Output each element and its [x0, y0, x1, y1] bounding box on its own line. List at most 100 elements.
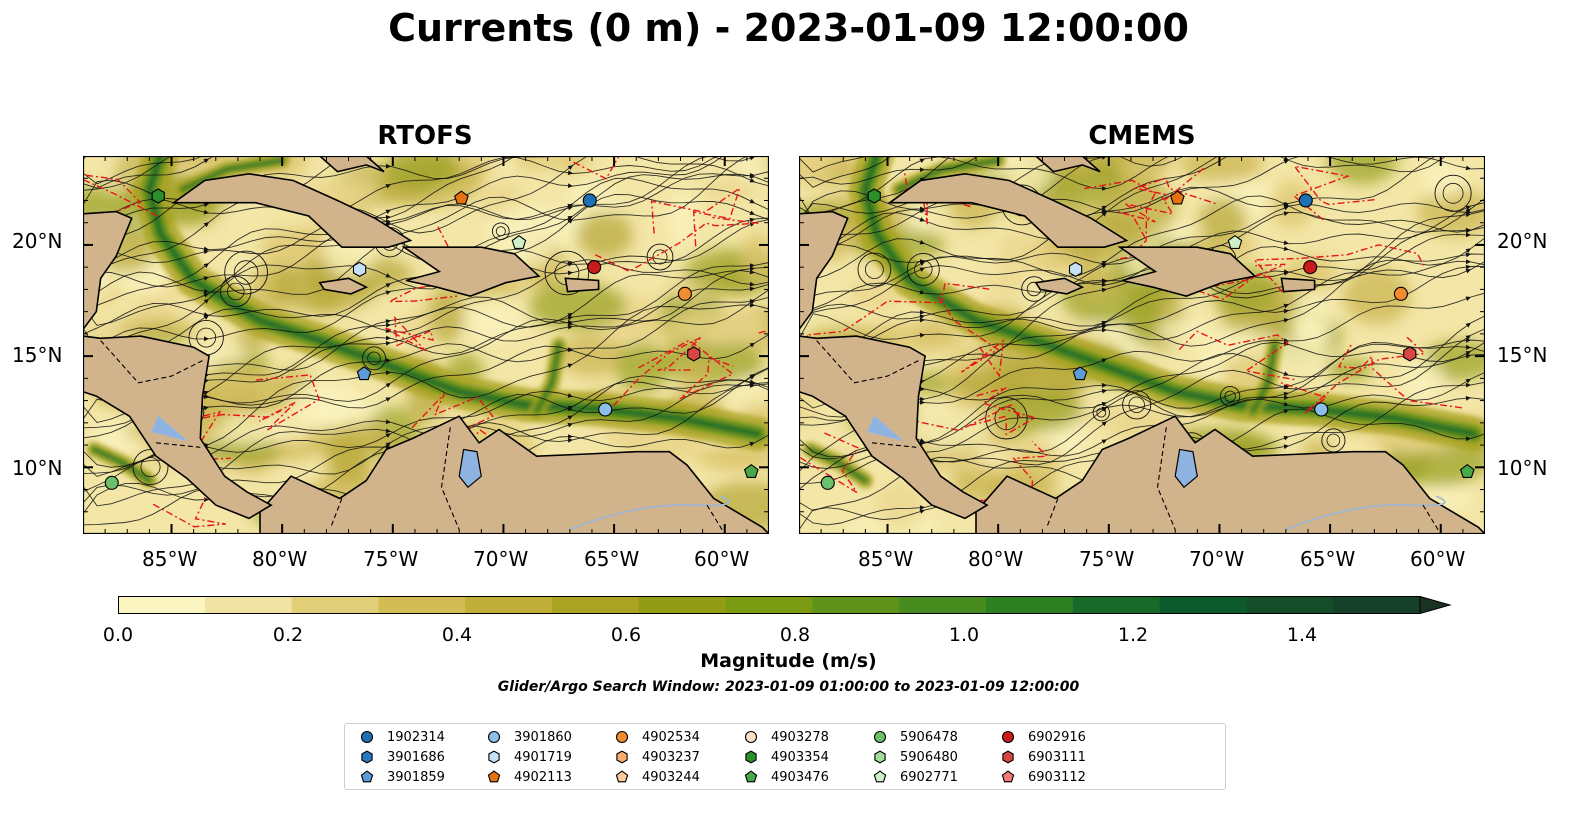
colorbar-tick: 0.6 — [610, 624, 642, 646]
legend-label: 4903476 — [771, 769, 829, 785]
lat-label-20n-left: 20°N — [12, 229, 63, 253]
figure-title: Currents (0 m) - 2023-01-09 12:00:00 — [388, 6, 1189, 50]
colorbar-tick: 1.4 — [1286, 624, 1318, 646]
colorbar-segment — [1072, 596, 1161, 614]
lon-label-65w-right: 65°W — [1300, 547, 1356, 571]
colorbar-segment — [899, 596, 987, 614]
legend-marker-icon — [1001, 730, 1015, 744]
legend-label: 3901686 — [387, 749, 445, 765]
colorbar-segment — [118, 596, 206, 614]
colorbar-tick: 0.4 — [441, 624, 473, 646]
country-border — [440, 427, 460, 530]
colorbar — [118, 596, 1452, 614]
lake-maracaibo — [1174, 448, 1198, 489]
lon-label-80w-left: 80°W — [252, 547, 308, 571]
legend-marker-icon — [873, 770, 887, 783]
platform-marker-4902113 — [1170, 190, 1185, 205]
platform-marker-4901719 — [352, 261, 367, 278]
legend-label: 5906480 — [900, 749, 958, 765]
legend-marker-icon — [488, 750, 500, 764]
legend-label: 1902314 — [387, 729, 445, 745]
country-border — [100, 340, 203, 384]
land-cuba — [171, 172, 413, 248]
current-jets — [86, 156, 769, 489]
platform-marker-5906478 — [104, 475, 119, 490]
legend-marker-icon — [1002, 750, 1014, 764]
legend-item: 4903476 — [743, 768, 829, 786]
land-yucatan — [799, 210, 849, 331]
platform-marker-1902314 — [1298, 193, 1313, 208]
land-puertorico — [564, 277, 600, 293]
legend-item: 4901719 — [486, 748, 572, 766]
rtofs-map — [83, 156, 769, 534]
land-jamaica — [318, 277, 369, 295]
platform-marker-4903354 — [151, 188, 165, 204]
colorbar-segment — [552, 596, 640, 614]
lat-label-20n-right: 20°N — [1497, 229, 1548, 253]
platform-markers — [820, 188, 1475, 490]
lat-label-10n-right: 10°N — [1497, 456, 1548, 480]
lat-label-15n-left: 15°N — [12, 343, 63, 367]
legend-item: 4903237 — [614, 748, 700, 766]
legend-label: 5906478 — [900, 729, 958, 745]
lat-label-10n-left: 10°N — [12, 456, 63, 480]
landmass — [83, 156, 769, 534]
river — [1285, 495, 1446, 531]
lon-label-65w-left: 65°W — [584, 547, 640, 571]
platform-marker-5906478 — [820, 475, 835, 490]
country-border — [706, 504, 726, 534]
colorbar-outline — [118, 596, 1420, 614]
legend-label: 4903237 — [642, 749, 700, 765]
legend-item: 5906480 — [872, 748, 958, 766]
legend-marker-icon — [360, 770, 374, 783]
legend-marker-icon — [873, 730, 887, 744]
lon-label-75w-right: 75°W — [1079, 547, 1135, 571]
platform-marker-4903476 — [743, 464, 759, 478]
map-frame — [83, 156, 769, 534]
colorbar-segment — [465, 596, 553, 614]
lake-maracaibo — [458, 448, 482, 489]
land-southAmerica — [975, 415, 1485, 534]
colorbar-segment — [1333, 596, 1421, 614]
legend-marker-icon — [615, 730, 629, 744]
legend-item: 4902534 — [614, 728, 700, 746]
legend-item: 6902916 — [1000, 728, 1086, 746]
colorbar-segment — [378, 596, 466, 614]
legend-marker-icon — [874, 750, 886, 764]
legend-item: 4902113 — [486, 768, 572, 786]
colorbar-tick: 1.2 — [1117, 624, 1149, 646]
colorbar-tick: 1.0 — [948, 624, 980, 646]
land-cuba — [887, 172, 1129, 248]
legend-marker-icon — [361, 750, 373, 764]
lon-label-60w-left: 60°W — [694, 547, 750, 571]
country-border — [1046, 498, 1059, 528]
platform-marker-3901859 — [356, 366, 372, 381]
lake-nicaragua — [866, 415, 904, 442]
platform-legend: 1902314 3901686 3901859 3901860 4901719 49021… — [344, 723, 1226, 790]
lon-label-85w-right: 85°W — [858, 547, 914, 571]
land-puertorico — [1280, 277, 1316, 293]
lon-label-60w-right: 60°W — [1410, 547, 1466, 571]
lon-label-80w-right: 80°W — [968, 547, 1024, 571]
search-window-note: Glider/Argo Search Window: 2023-01-09 01… — [497, 679, 1080, 695]
platform-markers — [104, 188, 759, 490]
legend-label: 6902916 — [1028, 729, 1086, 745]
legend-label: 6903112 — [1028, 769, 1086, 785]
land-southAmerica — [259, 415, 769, 534]
legend-marker-icon — [360, 730, 374, 744]
country-border — [1156, 427, 1176, 530]
platform-marker-4902534 — [1393, 286, 1408, 301]
cmems-map — [799, 156, 1485, 534]
colorbar-segment — [204, 596, 293, 614]
platform-marker-4902113 — [454, 190, 469, 205]
axis-ticks — [83, 156, 769, 534]
legend-item: 6903112 — [1000, 768, 1086, 786]
land-hispaniola — [401, 246, 541, 297]
colorbar-segment — [725, 596, 813, 614]
legend-item: 6902771 — [872, 768, 958, 786]
legend-marker-icon — [1001, 770, 1015, 783]
legend-label: 4903244 — [642, 769, 700, 785]
lon-label-85w-left: 85°W — [142, 547, 198, 571]
platform-marker-6902771 — [1227, 235, 1243, 249]
legend-label: 6903111 — [1028, 749, 1086, 765]
